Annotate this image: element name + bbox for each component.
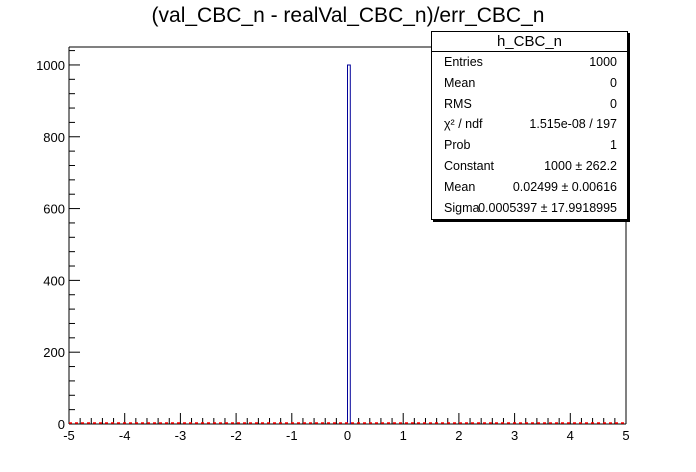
x-tick-label: -3	[175, 428, 187, 443]
y-tick-label: 1000	[36, 58, 65, 73]
y-tick-label: 0	[58, 417, 65, 432]
x-tick-label: -1	[286, 428, 298, 443]
y-tick-label: 200	[43, 345, 65, 360]
x-tick-label: -2	[230, 428, 242, 443]
y-tick-label: 800	[43, 130, 65, 145]
histogram-bars	[347, 64, 351, 424]
stats-box: h_CBC_n Entries 1000 Mean 0 RMS 0 χ² / ndf 1…	[431, 31, 628, 220]
x-tick-label: -4	[119, 428, 131, 443]
stats-row-constant: Constant 1000 ± 262.2	[444, 158, 617, 173]
stats-row-fit-mean: Mean 0.02499 ± 0.00616	[444, 179, 617, 194]
stats-row-chi2: χ² / ndf 1.515e-08 / 197	[444, 117, 617, 132]
x-tick-label: 5	[622, 428, 629, 443]
y-tick-label: 600	[43, 202, 65, 217]
histogram-bar	[347, 64, 351, 424]
stats-row-rms: RMS 0	[444, 96, 617, 111]
stats-title: h_CBC_n	[432, 32, 627, 52]
y-tick-label: 400	[43, 273, 65, 288]
stats-row-entries: Entries 1000	[444, 55, 617, 69]
x-tick-label: 0	[344, 428, 351, 443]
stats-row-prob: Prob 1	[444, 138, 617, 153]
chart-title: (val_CBC_n - realVal_CBC_n)/err_CBC_n	[151, 4, 545, 27]
stats-row-sigma: Sigma 0.0005397 ± 17.9918995	[444, 200, 617, 215]
stats-row-mean: Mean 0	[444, 75, 617, 90]
x-tick-label: 4	[567, 428, 574, 443]
x-tick-label: 2	[455, 428, 462, 443]
x-tick-label: -5	[63, 428, 75, 443]
x-tick-label: 1	[400, 428, 407, 443]
x-tick-label: 3	[511, 428, 518, 443]
